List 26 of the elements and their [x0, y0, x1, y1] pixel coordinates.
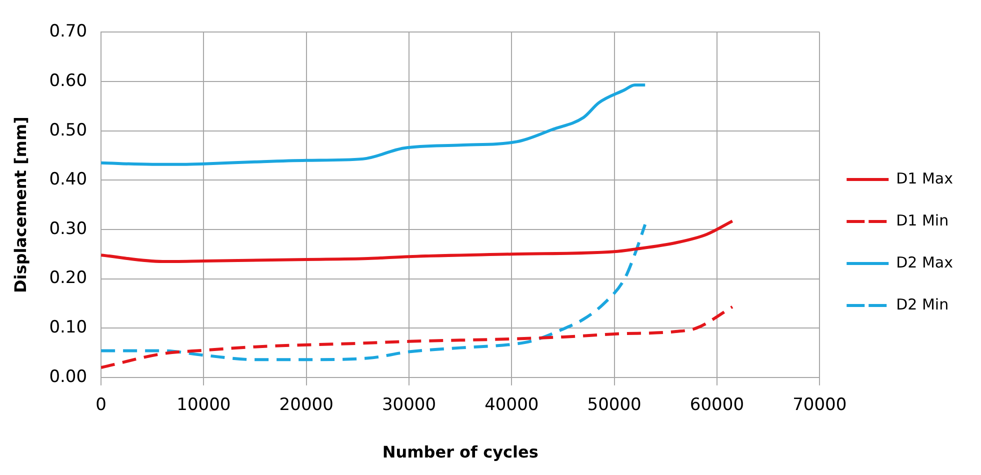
y-tick-label: 0.60 [49, 70, 88, 91]
x-tick-label: 60000 [690, 395, 744, 416]
x-tick-label: 20000 [279, 395, 334, 416]
legend-label: D2 Max [896, 253, 954, 272]
x-tick-label: 50000 [587, 395, 642, 416]
y-tick-label: 0.50 [49, 120, 88, 140]
x-axis-title: Number of cycles [382, 442, 538, 462]
x-tick-label: 0 [96, 395, 106, 416]
legend-label: D1 Min [896, 211, 949, 230]
y-tick-label: 0.30 [49, 218, 88, 239]
legend-label: D2 Min [896, 295, 949, 314]
line-series [101, 305, 734, 370]
line-series [101, 220, 734, 264]
x-tick-label: 40000 [484, 395, 539, 416]
line-series [101, 223, 647, 362]
x-tick-label: 10000 [176, 395, 231, 416]
y-tick-label: 0.40 [49, 170, 88, 190]
y-tick-label: 0.70 [49, 22, 88, 42]
x-tick-label: 70000 [792, 395, 847, 416]
x-tick-label: 30000 [382, 395, 436, 416]
y-tick-label: 0.00 [49, 366, 88, 387]
legend-label: D1 Max [896, 169, 954, 188]
y-tick-label: 0.10 [49, 318, 88, 338]
line-series [101, 83, 647, 166]
y-tick-label: 0.20 [49, 268, 88, 288]
y-axis-title: Displacement [mm] [10, 116, 30, 294]
